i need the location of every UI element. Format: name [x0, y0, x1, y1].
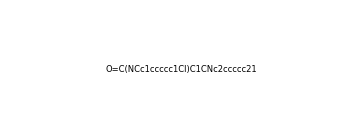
Text: O=C(NCc1ccccc1Cl)C1CNc2ccccc21: O=C(NCc1ccccc1Cl)C1CNc2ccccc21 — [105, 65, 257, 74]
